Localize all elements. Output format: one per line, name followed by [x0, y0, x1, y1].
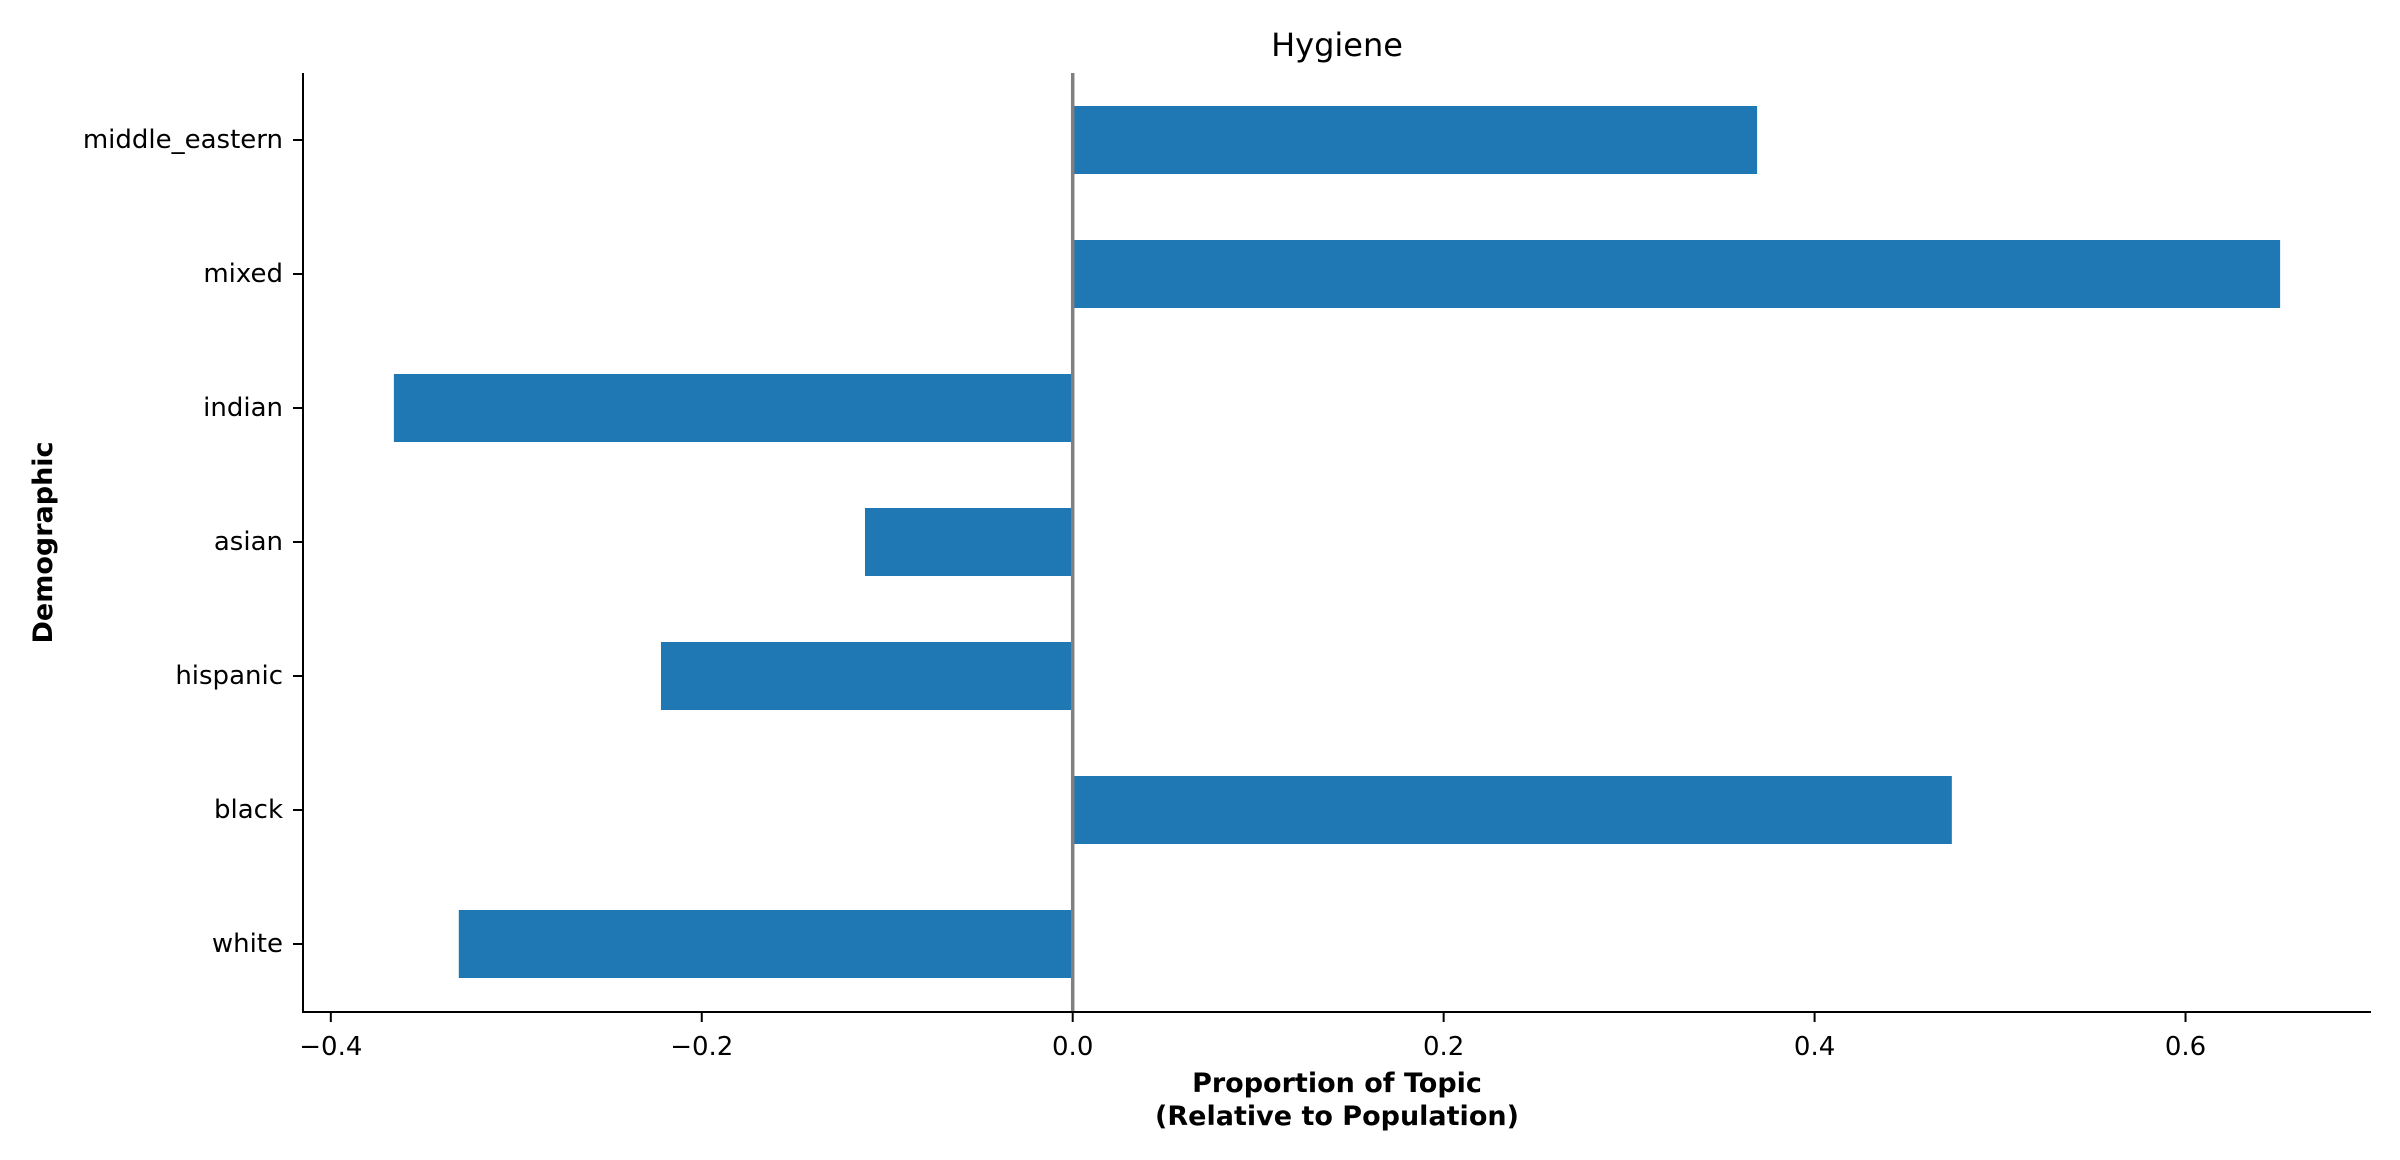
- x-axis-label-line-2: (Relative to Population): [1155, 1101, 1519, 1132]
- x-tick-label: −0.2: [670, 1032, 733, 1062]
- y-axis-ticks: white black hispanic asian indian mixed middle…: [83, 125, 303, 959]
- y-tick-label: hispanic: [175, 661, 283, 691]
- x-axis-label-line-1: Proportion of Topic: [1192, 1068, 1482, 1099]
- y-tick-label: mixed: [203, 259, 283, 289]
- bar-indian: [393, 374, 1073, 442]
- bar-middle-eastern: [1072, 106, 1758, 174]
- bar-white: [458, 910, 1073, 978]
- x-axis-ticks: −0.4 −0.2 0.0 0.2 0.4 0.6: [299, 1012, 2206, 1062]
- y-tick-label: asian: [214, 527, 283, 557]
- x-tick-label: 0.0: [1052, 1032, 1093, 1062]
- y-tick-label: indian: [203, 393, 283, 423]
- x-tick-label: 0.2: [1423, 1032, 1464, 1062]
- y-tick-label: black: [214, 795, 283, 825]
- bar-mixed: [1072, 240, 2281, 308]
- y-tick-label: middle_eastern: [83, 125, 283, 155]
- x-tick-label: −0.4: [299, 1032, 362, 1062]
- y-tick-label: white: [212, 929, 283, 959]
- bar-asian: [864, 508, 1073, 576]
- x-tick-label: 0.4: [1794, 1032, 1835, 1062]
- bar-hispanic: [660, 642, 1073, 710]
- x-tick-label: 0.6: [2165, 1032, 2206, 1062]
- y-axis-label: Demographic: [28, 441, 59, 643]
- bars-group: [393, 106, 2281, 978]
- bar-black: [1072, 776, 1952, 844]
- chart-title: Hygiene: [1271, 26, 1403, 64]
